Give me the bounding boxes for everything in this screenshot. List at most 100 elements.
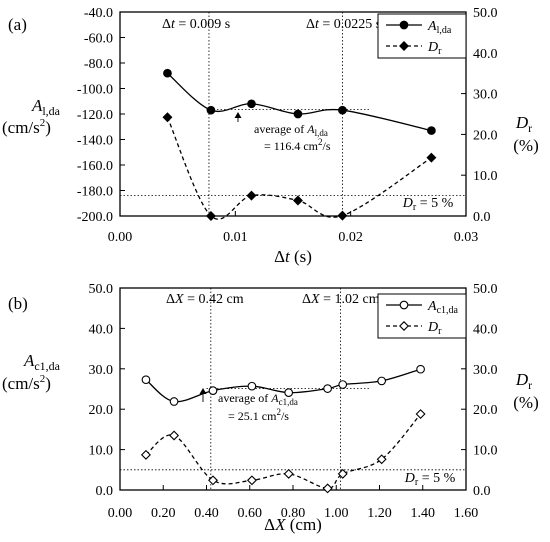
data-point-diamond <box>322 483 333 494</box>
left-tick-label: -60.0 <box>84 32 113 47</box>
data-point-diamond <box>140 449 151 460</box>
left-tick-label: -160.0 <box>77 159 113 174</box>
x-tick-label: 0.00 <box>108 230 133 245</box>
left-axis-label: Al,da <box>31 96 61 118</box>
series-line-dr <box>145 413 422 490</box>
legend-label: Dr <box>427 40 442 57</box>
data-point-circle <box>141 375 151 385</box>
x-axis-label: ΔX (cm) <box>264 515 322 534</box>
data-point-circle <box>247 381 257 391</box>
right-tick-label: 50.0 <box>473 282 498 297</box>
data-point-circle <box>377 376 387 386</box>
data-point-diamond <box>376 454 387 465</box>
x-tick-label: 1.40 <box>411 506 436 521</box>
left-tick-label: 20.0 <box>89 403 114 418</box>
data-point-circle <box>208 386 218 395</box>
x-tick-label: 0.02 <box>338 230 363 245</box>
data-point-circle <box>293 109 303 119</box>
x-tick-label: 0.80 <box>281 506 306 521</box>
left-axis-unit: (cm/s2) <box>2 373 51 393</box>
data-point-diamond <box>162 112 173 123</box>
legend-box <box>377 293 467 339</box>
dr-threshold-label: Dr = 5 % <box>404 471 456 488</box>
right-tick-label: 40.0 <box>473 47 498 62</box>
panel-tag: (a) <box>8 15 27 34</box>
x-tick-label: 0.60 <box>238 506 263 521</box>
annotation-arrowhead <box>234 112 242 118</box>
right-axis-label: Dr <box>515 113 532 135</box>
panel-tag: (b) <box>8 294 28 313</box>
left-tick-label: -100.0 <box>77 83 113 98</box>
left-tick-label: -120.0 <box>77 108 113 123</box>
average-annotation: average of Ac1,da <box>218 391 298 407</box>
right-axis-label: Dr <box>515 370 532 392</box>
x-tick-label: 0.40 <box>194 506 219 521</box>
legend-label: Dr <box>427 320 442 337</box>
legend-marker-diamond <box>399 41 409 51</box>
x-tick-label: 0.03 <box>454 230 479 245</box>
right-tick-label: 30.0 <box>473 88 498 103</box>
average-annotation-value: = 25.1 cm2/s <box>228 407 289 423</box>
left-axis-label: Ac1,da <box>23 351 61 373</box>
data-point-circle <box>338 105 347 115</box>
x-tick-label: 1.60 <box>454 506 479 521</box>
legend-marker-circle <box>399 20 409 30</box>
left-tick-label: -180.0 <box>77 185 113 200</box>
left-tick-label: 10.0 <box>89 444 114 459</box>
x-tick-label: 0.00 <box>108 506 133 521</box>
vline-label: ΔX = 0.42 cm <box>166 292 244 307</box>
right-axis-unit: (%) <box>513 393 538 412</box>
data-point-circle <box>323 384 332 393</box>
right-tick-label: 20.0 <box>473 128 498 143</box>
right-tick-label: 40.0 <box>473 322 498 337</box>
x-tick-label: 0.20 <box>151 506 176 521</box>
dr-threshold-label: Dr = 5 % <box>402 196 454 213</box>
left-axis-unit: (cm/s2) <box>2 117 51 137</box>
x-axis-label: Δt (s) <box>274 247 312 266</box>
data-point-diamond <box>246 475 257 486</box>
panel-a: (a) -40.0 -60.0 -80.0 -100.0 -120.0 -140.0 -160… <box>2 6 539 266</box>
data-point-diamond <box>337 210 348 221</box>
data-point-diamond <box>246 190 257 201</box>
right-tick-label: 10.0 <box>473 444 498 459</box>
data-point-circle <box>427 126 436 135</box>
right-tick-label: 10.0 <box>473 169 498 184</box>
average-annotation-value: = 116.4 cm2/s <box>264 137 331 153</box>
x-tick-label: 1.20 <box>367 506 392 521</box>
legend-label: Al,da <box>427 19 452 36</box>
x-tick-label: 1.00 <box>324 506 349 521</box>
legend-box <box>377 13 467 59</box>
data-point-diamond <box>415 409 426 420</box>
vline-label: Δt = 0.009 s <box>162 17 230 32</box>
x-tick-label: 0.01 <box>223 230 248 245</box>
panel-b: (b) 50.0 40.0 30.0 20.0 10.0 0.0 50.0 40.0 30.0 20… <box>2 282 539 534</box>
data-point-circle <box>206 105 216 115</box>
left-tick-label: 50.0 <box>89 282 114 297</box>
data-point-circle <box>163 68 172 78</box>
vline-label: ΔX = 1.02 cm <box>302 292 380 307</box>
left-tick-label: -80.0 <box>84 57 113 72</box>
right-axis-unit: (%) <box>513 136 538 155</box>
legend-label: Ac1,da <box>427 299 459 316</box>
average-annotation: average of Al,da <box>254 122 328 138</box>
left-tick-label: 30.0 <box>89 363 114 378</box>
left-tick-label: -40.0 <box>84 6 113 21</box>
right-tick-label: 20.0 <box>473 403 498 418</box>
data-point-diamond <box>208 475 218 486</box>
data-point-circle <box>284 388 294 397</box>
legend: Al,da Dr <box>377 13 467 59</box>
data-point-diamond <box>426 152 437 163</box>
data-point-diamond <box>169 430 180 441</box>
legend-marker-circle <box>399 300 409 310</box>
data-point-diamond <box>283 468 294 479</box>
left-tick-label: 40.0 <box>89 322 114 337</box>
vline-label: Δt = 0.0225 s <box>306 17 381 32</box>
legend-marker-diamond <box>399 321 409 331</box>
right-tick-label: 30.0 <box>473 363 498 378</box>
data-point-circle <box>416 364 425 374</box>
series-line-dr <box>166 117 432 220</box>
data-point-diamond <box>205 211 216 221</box>
data-point-circle <box>338 380 348 389</box>
left-tick-label: -200.0 <box>77 210 113 225</box>
